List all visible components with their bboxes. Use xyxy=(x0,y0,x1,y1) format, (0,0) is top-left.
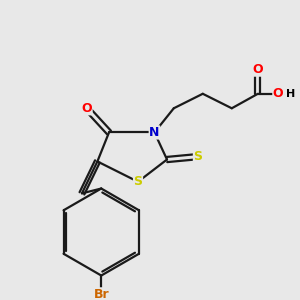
Text: H: H xyxy=(286,89,296,99)
Text: N: N xyxy=(149,126,160,139)
Text: Br: Br xyxy=(94,288,109,300)
Text: O: O xyxy=(273,87,284,100)
Text: S: S xyxy=(194,150,202,163)
Text: S: S xyxy=(134,175,142,188)
Text: O: O xyxy=(253,63,263,76)
Text: O: O xyxy=(81,102,92,115)
